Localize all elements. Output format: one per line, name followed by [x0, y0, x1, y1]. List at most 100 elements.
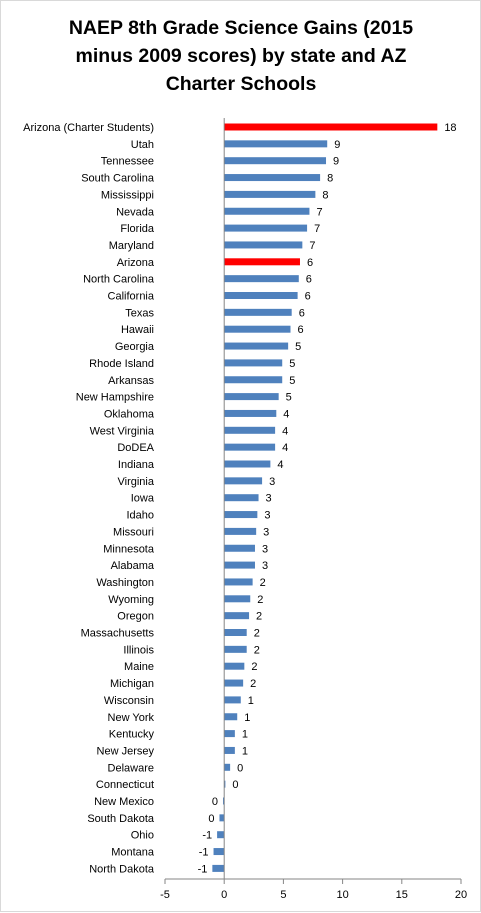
data-label: 7	[314, 223, 320, 235]
data-label: 0	[232, 779, 238, 791]
data-label: 4	[282, 425, 288, 437]
data-label: 3	[262, 560, 268, 572]
bar	[224, 696, 241, 704]
data-label: 3	[263, 526, 269, 538]
data-label: 2	[251, 661, 257, 673]
data-label: 6	[306, 274, 312, 286]
category-label: Texas	[125, 307, 154, 319]
x-tick-label: 5	[280, 889, 286, 901]
category-label: Montana	[111, 847, 155, 859]
bar	[224, 679, 244, 687]
category-label: Wisconsin	[104, 695, 154, 707]
category-label: Hawaii	[121, 324, 154, 336]
bar	[224, 123, 438, 131]
category-label: New York	[108, 712, 155, 724]
bar	[223, 797, 225, 805]
data-label: 4	[283, 408, 289, 420]
category-label: Mississippi	[101, 189, 154, 201]
bar	[224, 713, 238, 721]
data-label: -1	[198, 863, 208, 875]
data-label: 3	[269, 476, 275, 488]
data-label: 7	[309, 240, 315, 252]
data-label: 6	[307, 257, 313, 269]
bar	[219, 814, 225, 822]
category-label: Maryland	[109, 240, 154, 252]
category-label: North Carolina	[83, 274, 155, 286]
data-label: 1	[248, 695, 254, 707]
bar	[224, 629, 247, 636]
bar	[224, 780, 226, 788]
category-label: Washington	[96, 577, 154, 589]
category-label: Ohio	[131, 830, 154, 842]
category-label: Minnesota	[103, 543, 155, 555]
bar	[224, 258, 300, 266]
category-label: Tennessee	[101, 156, 154, 168]
bar	[224, 645, 247, 653]
data-label: 3	[264, 510, 270, 522]
category-label: Idaho	[126, 510, 154, 522]
bar	[224, 527, 257, 535]
data-label: 8	[327, 173, 333, 185]
category-label: Connecticut	[96, 779, 154, 791]
category-label: South Dakota	[87, 813, 155, 825]
bar	[224, 275, 299, 283]
category-label: Arizona	[117, 257, 155, 269]
data-label: 6	[299, 307, 305, 319]
category-label: Delaware	[108, 762, 154, 774]
bar	[224, 308, 292, 316]
bar	[224, 342, 289, 350]
data-label: 6	[298, 324, 304, 336]
bar	[224, 612, 250, 620]
category-labels: Arizona (Charter Students) Utah Tennessee S…	[23, 122, 155, 875]
category-label: Georgia	[115, 341, 155, 353]
x-tick-label: 20	[455, 889, 467, 901]
category-label: Oklahoma	[104, 408, 155, 420]
data-label: 5	[289, 358, 295, 370]
data-label: 8	[322, 189, 328, 201]
data-label: 1	[244, 712, 250, 724]
bar	[224, 426, 276, 434]
category-label: Missouri	[113, 526, 154, 538]
category-label: Rhode Island	[89, 358, 154, 370]
category-label: Arizona (Charter Students)	[23, 122, 154, 134]
chart-title: NAEP 8th Grade Science Gains (2015 minus…	[69, 17, 413, 95]
category-label: New Mexico	[94, 796, 154, 808]
data-label: 5	[295, 341, 301, 353]
data-label: 4	[282, 442, 288, 454]
bar	[224, 595, 251, 603]
bar	[217, 831, 225, 839]
bar	[224, 662, 245, 670]
x-tick-label: 15	[396, 889, 408, 901]
bar	[224, 460, 271, 468]
bar	[224, 224, 308, 232]
bar	[224, 207, 310, 215]
data-label: 2	[260, 577, 266, 589]
data-labels: 1899887776666655554444333333222222211110…	[198, 122, 457, 875]
data-label: 2	[257, 594, 263, 606]
data-label: 18	[444, 122, 456, 134]
chart-title-line: NAEP 8th Grade Science Gains (2015	[69, 17, 413, 39]
bar	[224, 140, 328, 148]
data-label: 3	[262, 543, 268, 555]
bar	[224, 544, 255, 552]
category-label: Utah	[131, 139, 154, 151]
category-label: Iowa	[131, 493, 155, 505]
data-label: 1	[242, 745, 248, 757]
category-label: Alabama	[111, 560, 155, 572]
data-label: 2	[254, 628, 260, 640]
bar	[224, 578, 253, 586]
bar	[224, 376, 283, 384]
bar	[224, 494, 259, 502]
category-label: Indiana	[118, 459, 155, 471]
category-label: Illinois	[123, 644, 154, 656]
data-label: 6	[305, 291, 311, 303]
category-label: South Carolina	[81, 173, 155, 185]
bar	[224, 409, 277, 417]
bar-series	[212, 123, 438, 872]
data-label: 2	[250, 678, 256, 690]
bar	[224, 190, 316, 198]
x-tick-label: -5	[160, 889, 170, 901]
bar	[213, 848, 225, 856]
